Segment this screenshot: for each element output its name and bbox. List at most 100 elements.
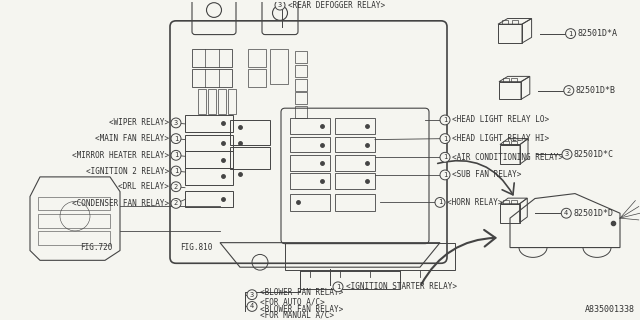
Bar [295,106,307,118]
Circle shape [440,152,450,162]
Circle shape [440,115,450,125]
Circle shape [171,166,181,176]
Bar [185,151,233,168]
Bar [335,118,375,134]
Bar [218,89,226,114]
Text: <SUB FAN RELAY>: <SUB FAN RELAY> [452,171,522,180]
Bar [511,200,517,204]
Circle shape [171,118,181,128]
Text: <DRL RELAY>: <DRL RELAY> [118,182,169,191]
Circle shape [561,208,572,218]
Circle shape [564,86,574,95]
Bar [285,243,455,270]
Text: <HORN RELAY>: <HORN RELAY> [447,198,502,207]
Text: <WIPER RELAY>: <WIPER RELAY> [109,118,169,127]
Bar [503,200,509,204]
Bar [502,20,508,24]
Text: 82501D*A: 82501D*A [578,29,618,38]
Text: 1: 1 [568,31,573,36]
Circle shape [171,182,181,192]
Text: 82501D*B: 82501D*B [576,86,616,95]
Bar [335,194,375,211]
Text: <HEAD LIGHT RELAY LO>: <HEAD LIGHT RELAY LO> [452,116,549,124]
Bar [295,79,307,91]
Circle shape [440,134,450,144]
Text: 1: 1 [174,136,178,142]
Text: 82501D*C: 82501D*C [574,150,614,159]
Circle shape [566,29,575,38]
Circle shape [247,301,257,311]
Bar [290,155,330,171]
Bar [198,89,206,114]
Text: 1: 1 [336,284,340,290]
Text: 82501D*D: 82501D*D [573,209,613,218]
Text: <CONDENSER FAN RELAY>: <CONDENSER FAN RELAY> [72,199,169,208]
Text: <REAR DEFOGGER RELAY>: <REAR DEFOGGER RELAY> [288,1,385,10]
Circle shape [435,197,445,207]
Bar [248,69,266,87]
Text: <IGNITION STARTER RELAY>: <IGNITION STARTER RELAY> [346,282,457,291]
Bar [38,231,110,244]
Text: <IGNITION 2 RELAY>: <IGNITION 2 RELAY> [86,166,169,175]
Text: A835001338: A835001338 [585,305,635,314]
Bar [248,49,266,67]
Bar [185,168,233,185]
Circle shape [171,134,181,144]
Bar [208,89,216,114]
Bar [335,173,375,189]
Bar [290,118,330,134]
Circle shape [562,149,572,159]
Bar [498,24,522,43]
Bar [185,115,233,132]
Circle shape [171,150,181,160]
Text: <FOR MANUAL A/C>: <FOR MANUAL A/C> [260,311,334,320]
Text: 3: 3 [250,292,254,298]
Bar [502,78,509,82]
Text: <AIR CONDITIONING RELAY>: <AIR CONDITIONING RELAY> [452,153,563,162]
Text: 4: 4 [564,210,568,216]
Text: 1: 1 [443,136,447,142]
Bar [228,89,236,114]
Bar [270,49,288,84]
Bar [192,49,232,67]
Bar [335,137,375,152]
Circle shape [440,170,450,180]
Bar [290,137,330,152]
Bar [295,92,307,104]
Text: 3: 3 [174,120,178,126]
Text: <BLOWER FAN RELAY>: <BLOWER FAN RELAY> [260,305,343,314]
Text: 1: 1 [443,154,447,160]
Text: <FOR AUTO A/C>: <FOR AUTO A/C> [260,297,324,306]
Text: 3: 3 [278,2,282,8]
Circle shape [171,198,181,208]
Bar [512,20,518,24]
Text: 1: 1 [174,152,178,158]
Circle shape [247,290,257,300]
Text: <MAIN FAN RELAY>: <MAIN FAN RELAY> [95,134,169,143]
Text: 1: 1 [443,172,447,178]
Text: 4: 4 [250,303,254,309]
Bar [511,78,517,82]
Bar [230,120,270,145]
Circle shape [333,282,343,292]
Bar [230,148,270,169]
Bar [499,82,521,99]
Text: FIG.810: FIG.810 [180,243,212,252]
Bar [503,140,509,145]
Bar [38,196,110,210]
Circle shape [275,0,285,10]
Text: 3: 3 [565,151,569,157]
Text: <MIRROR HEATER RELAY>: <MIRROR HEATER RELAY> [72,151,169,160]
Bar [335,155,375,171]
Text: <HEAD LIGHT RELAY HI>: <HEAD LIGHT RELAY HI> [452,134,549,143]
Bar [295,51,307,63]
Bar [500,145,520,164]
Bar [295,65,307,77]
Text: 1: 1 [174,168,178,174]
Text: 2: 2 [174,200,178,206]
FancyArrowPatch shape [438,161,514,195]
Bar [300,271,400,289]
Bar [192,69,232,87]
Text: <BLOWER FAN RELAY>: <BLOWER FAN RELAY> [260,288,343,297]
Text: 2: 2 [174,184,178,190]
